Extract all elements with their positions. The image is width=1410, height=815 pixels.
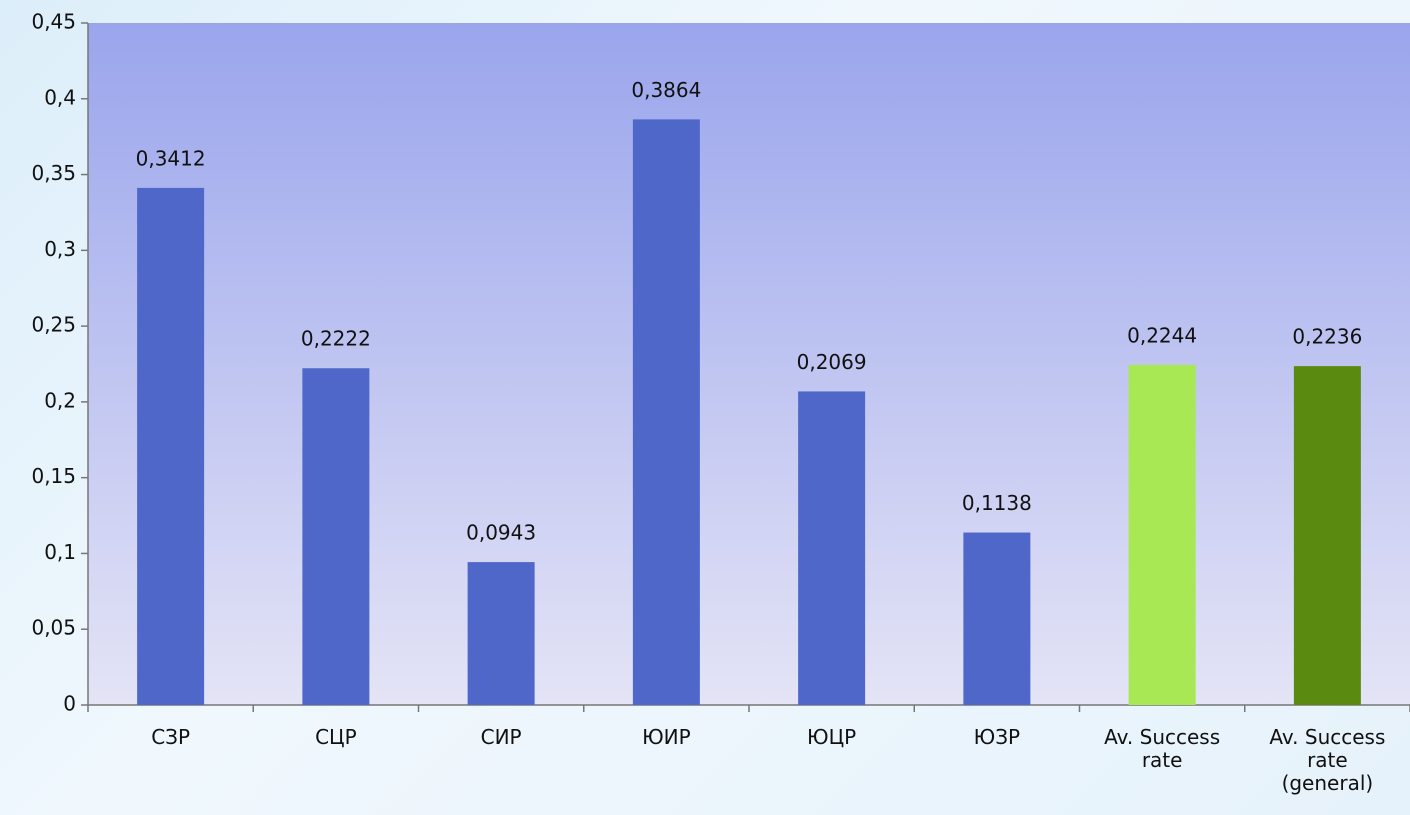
data-label: 0,2069 (797, 350, 867, 374)
x-tick-label: СЗР (151, 725, 191, 749)
y-tick-label: 0,45 (31, 10, 76, 34)
data-label: 0,1138 (962, 491, 1032, 515)
y-tick-label: 0,25 (31, 313, 76, 337)
x-tick-label: Av. Success rate (1104, 725, 1221, 772)
bar (1293, 366, 1361, 705)
y-tick-label: 0,35 (31, 161, 76, 185)
y-tick-label: 0,05 (31, 616, 76, 640)
x-tick-label: СИР (480, 725, 522, 749)
data-label: 0,3864 (631, 78, 701, 102)
bar (798, 391, 866, 705)
bar (1128, 364, 1196, 705)
y-tick-label: 0,2 (44, 388, 76, 412)
data-label: 0,2244 (1127, 323, 1197, 347)
x-tick-label: Av. Success rate (general) (1269, 725, 1386, 795)
bar (302, 368, 370, 705)
y-tick-label: 0,15 (31, 464, 76, 488)
bar (137, 187, 205, 705)
y-tick-label: 0,4 (44, 85, 76, 109)
y-tick-label: 0,1 (44, 540, 76, 564)
bar (467, 562, 535, 705)
x-tick-label: ЮИР (642, 725, 691, 749)
bar (632, 119, 700, 705)
x-tick-label: ЮЗР (973, 725, 1021, 749)
data-label: 0,2236 (1292, 325, 1362, 349)
plot-area (88, 23, 1410, 705)
data-label: 0,0943 (466, 521, 536, 545)
x-tick-label: ЮЦР (807, 725, 857, 749)
bar (963, 532, 1031, 705)
x-tick-label: СЦР (315, 725, 357, 749)
y-tick-label: 0,3 (44, 237, 76, 261)
data-label: 0,2222 (301, 327, 371, 351)
y-tick-label: 0 (63, 692, 76, 716)
data-label: 0,3412 (136, 146, 206, 170)
